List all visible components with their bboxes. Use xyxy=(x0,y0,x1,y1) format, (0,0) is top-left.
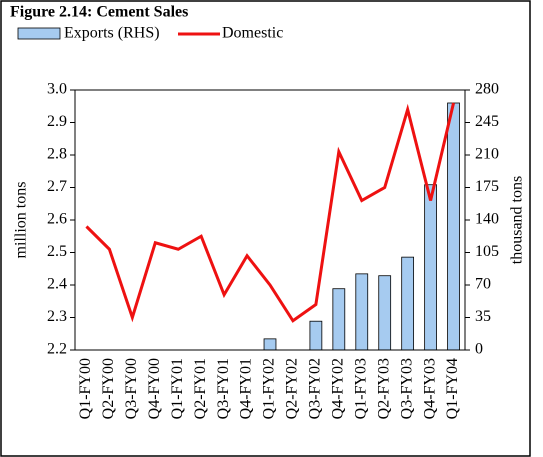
x-tick-label: Q1-FY00 xyxy=(77,358,94,419)
y-axis-label: million tons xyxy=(13,182,30,259)
y-tick-label: 3.0 xyxy=(47,81,67,98)
chart-title: Figure 2.14: Cement Sales xyxy=(10,4,188,21)
y-tick-label: 2.9 xyxy=(47,113,67,130)
x-tick-label: Q3-FY02 xyxy=(307,358,324,419)
frame xyxy=(0,0,531,457)
y2-tick-label: 140 xyxy=(475,211,499,228)
x-tick-label: Q1-FY03 xyxy=(352,358,369,419)
y2-tick-label: 175 xyxy=(475,178,499,195)
y-tick-label: 2.8 xyxy=(47,146,67,163)
x-tick-label: Q2-FY03 xyxy=(375,358,392,419)
x-tick-label: Q4-FY00 xyxy=(146,358,163,419)
x-tick-label: Q4-FY02 xyxy=(329,358,346,419)
y-tick-label: 2.6 xyxy=(47,211,67,228)
legend-swatch xyxy=(17,27,61,40)
y2-tick-label: 280 xyxy=(475,81,499,98)
x-tick-label: Q3-FY00 xyxy=(123,358,140,419)
y-tick-label: 2.3 xyxy=(47,308,67,325)
x-tick-label: Q3-FY01 xyxy=(215,358,232,419)
y-tick-label: 2.7 xyxy=(47,178,67,195)
legend-label: Domestic xyxy=(222,25,283,42)
y2-tick-label: 0 xyxy=(475,341,483,358)
x-tick-label: Q1-FY04 xyxy=(444,358,461,419)
bar xyxy=(309,320,323,351)
line xyxy=(85,102,455,323)
x-tick-label: Q1-FY01 xyxy=(169,358,186,419)
bar xyxy=(447,102,460,351)
y-tick-label: 2.2 xyxy=(47,341,67,358)
y2-tick-label: 210 xyxy=(475,146,499,163)
x-tick-label: Q2-FY00 xyxy=(100,358,117,419)
bar xyxy=(332,288,346,351)
x-tick-label: Q3-FY03 xyxy=(398,358,415,419)
x-tick-label: Q2-FY01 xyxy=(192,358,209,419)
y-tick-label: 2.5 xyxy=(47,243,67,260)
x-tick-label: Q1-FY02 xyxy=(261,358,278,419)
bar xyxy=(378,275,392,351)
bar xyxy=(424,184,437,351)
x-tick-label: Q4-FY03 xyxy=(421,358,438,419)
bar xyxy=(355,273,369,351)
y2-tick-label: 70 xyxy=(475,276,491,293)
y2-tick-label: 245 xyxy=(475,113,499,130)
y2-tick-label: 105 xyxy=(475,243,499,260)
bar xyxy=(263,338,277,351)
bar xyxy=(401,256,415,351)
y2-axis-label: thousand tons xyxy=(509,176,526,264)
x-tick-label: Q4-FY01 xyxy=(238,358,255,419)
legend-label: Exports (RHS) xyxy=(64,25,160,42)
plot-frame xyxy=(74,89,466,351)
y2-tick-label: 35 xyxy=(475,308,491,325)
x-tick-label: Q2-FY02 xyxy=(284,358,301,419)
y-tick-label: 2.4 xyxy=(47,276,67,293)
